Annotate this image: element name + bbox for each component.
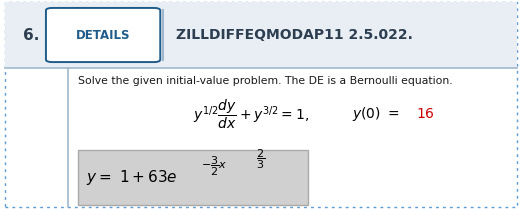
Text: ZILLDIFFEQMODAP11 2.5.022.: ZILLDIFFEQMODAP11 2.5.022. <box>176 28 413 42</box>
Text: $y(0)\ {=}\ $: $y(0)\ {=}\ $ <box>352 105 400 123</box>
FancyBboxPatch shape <box>78 150 308 205</box>
Text: $\dfrac{2}{3}$: $\dfrac{2}{3}$ <box>256 147 265 171</box>
FancyBboxPatch shape <box>46 8 160 62</box>
Text: $16$: $16$ <box>416 107 435 121</box>
Text: $-\dfrac{3}{2}x$: $-\dfrac{3}{2}x$ <box>201 154 228 178</box>
Text: $y = \ 1 + 63e$: $y = \ 1 + 63e$ <box>86 168 177 187</box>
Text: DETAILS: DETAILS <box>76 28 130 42</box>
Text: Solve the given initial-value problem. The DE is a Bernoulli equation.: Solve the given initial-value problem. T… <box>78 76 453 86</box>
Text: 6.: 6. <box>23 28 40 42</box>
Text: $y^{1/2}\dfrac{dy}{dx} + y^{3/2} = 1,$: $y^{1/2}\dfrac{dy}{dx} + y^{3/2} = 1,$ <box>193 97 309 131</box>
FancyBboxPatch shape <box>5 2 517 68</box>
FancyBboxPatch shape <box>5 2 517 207</box>
